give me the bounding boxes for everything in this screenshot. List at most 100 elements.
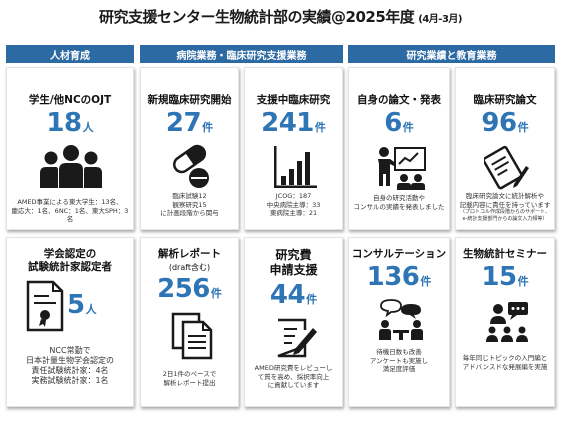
card-number: 44件	[245, 280, 342, 310]
desc-line: て質を高め、採択率向上	[257, 372, 330, 381]
desc-line: コンサルの実績を発表しました	[353, 202, 445, 211]
card-number: 15件	[456, 262, 554, 292]
page-title: 研究支援センター生物統計部の実績@2025年度 (4月-3月)	[0, 6, 561, 27]
card-desc: 待機日数も改善 アンケートも実施し 満足度評価	[351, 348, 447, 374]
card-number: 18人	[7, 108, 133, 138]
card-desc: 自身の研究活動や コンサルの実績を発表しました	[351, 194, 447, 211]
title-main: 研究支援センター生物統計部の実績@2025年度	[99, 8, 415, 26]
card-unit: 件	[202, 121, 214, 134]
card-unit: 件	[402, 121, 414, 134]
people-group-icon	[40, 145, 102, 188]
card-papers: 自身の論文・発表 6件 自身の研究活動や コンサルの実績を発表しました	[348, 67, 450, 230]
desc-line: （プロトコル作成段階からのサポート、	[460, 209, 550, 215]
header-hospital: 病院業務・臨床研究支援業務	[140, 45, 343, 63]
certificate-icon	[26, 280, 64, 332]
card-label: 支援中臨床研究	[256, 94, 331, 106]
card-value: 15	[481, 262, 517, 292]
card-value: 44	[269, 280, 306, 310]
report-docs-icon	[171, 312, 213, 360]
card-unit: 件	[306, 293, 318, 306]
card-certified: 学会認定の 試験統計家認定者 5人 NCC常勤で 日本計量生物学会認定の 責任試験統計…	[6, 237, 134, 407]
card-value: 96	[481, 108, 517, 138]
card-ojt: 学生/他NCのOJT 18人 AMED事業による東大学生：13名、 慶応大：1名、…	[6, 67, 134, 230]
label-line: (draft含む)	[168, 263, 211, 272]
card-support: 支援中臨床研究 241件 JCOG：187 中央病院主導：33 東病院主導：21	[244, 67, 343, 230]
presenter-icon	[378, 147, 426, 190]
desc-line: 東病院主導：21	[269, 209, 318, 217]
card-label: コンサルテーション	[351, 248, 447, 260]
desc-line: に貢献しています	[267, 381, 320, 389]
card-value: 27	[165, 108, 202, 138]
card-value: 136	[366, 262, 420, 292]
card-value: 241	[261, 108, 314, 138]
meeting-icon	[379, 299, 423, 340]
header-training: 人材育成	[6, 45, 134, 63]
card-seminar: 生物統計セミナー 15件 毎年同じトピックの入門編と アドバンスドな発展編を実施	[455, 237, 555, 407]
desc-line: AMED事業による東大学生：13名、	[17, 198, 123, 206]
card-unit: 件	[314, 121, 326, 134]
card-value: 18	[46, 108, 82, 138]
desc-line: 責任試験統計家：4名	[31, 366, 109, 375]
desc-line: 日本計量生物学会認定の	[26, 356, 114, 365]
seminar-icon	[486, 302, 528, 342]
desc-line: アンケートも実施し	[369, 356, 429, 365]
card-number: 256件	[141, 274, 238, 304]
card-label: 解析レポート (draft含む)	[141, 248, 238, 274]
desc-line: e-統計支援部門からの論文入力頻等）	[462, 216, 548, 222]
title-period: (4月-3月)	[418, 14, 462, 25]
card-clinical-papers: 臨床研究論文 96件 臨床研究論文に統計解析や 記載内容に責任を持っています （プロ…	[455, 67, 555, 230]
card-grant: 研究費 申請支援 44件 AMED研究費をレビューし て質を高め、採択率向上 に貢献し…	[244, 237, 343, 407]
label-line: 研究費	[275, 248, 312, 262]
card-unit: 人	[82, 121, 94, 134]
card-number: 27件	[141, 108, 238, 138]
card-desc: 毎年同じトピックの入門編と アドバンスドな発展編を実施	[458, 354, 552, 371]
card-value: 256	[157, 274, 210, 304]
desc-line: 満足度評価	[382, 365, 416, 373]
desc-line: 観察研究15	[172, 200, 207, 209]
card-number: 6件	[349, 108, 449, 138]
card-desc: NCC常勤で 日本計量生物学会認定の 責任試験統計家：4名 実務試験統計家：1名	[9, 346, 131, 386]
card-label: 臨床研究論文	[473, 94, 537, 106]
card-new-study: 新規臨床研究開始 27件 臨床試験12 観察研究15 に計画段階から関与	[140, 67, 239, 230]
desc-line: 臨床試験12	[172, 192, 207, 200]
edit-doc-icon	[277, 318, 317, 358]
card-desc: 2日1件のペースで 解析レポート提出	[143, 370, 236, 387]
label-line: 解析レポート	[158, 248, 221, 260]
desc-line: NCC常勤で	[49, 346, 91, 355]
desc-line: 自身の研究活動や	[373, 194, 425, 202]
card-label: 学生/他NCのOJT	[28, 94, 112, 106]
card-unit: 人	[85, 303, 97, 316]
card-desc: 臨床研究論文に統計解析や 記載内容に責任を持っています （プロトコル作成段階からのサ…	[458, 192, 552, 223]
card-unit: 件	[420, 275, 432, 288]
card-value: 5	[67, 290, 85, 320]
label-line: 申請支援	[269, 263, 318, 277]
document-pen-icon	[484, 145, 529, 190]
card-unit: 件	[210, 287, 222, 300]
card-number: 5人	[67, 290, 133, 320]
card-desc: 臨床試験12 観察研究15 に計画段階から関与	[143, 192, 236, 218]
desc-line: AMED研究費をレビューし	[254, 364, 333, 372]
card-number: 241件	[245, 108, 342, 138]
desc-line: 実務試験統計家：1名	[31, 376, 109, 385]
card-number: 96件	[456, 108, 554, 138]
label-line: 学会認定の	[43, 248, 97, 260]
desc-line: アドバンスドな発展編を実施	[462, 362, 548, 371]
card-value: 6	[384, 108, 402, 138]
card-report: 解析レポート (draft含む) 256件 2日1件のペースで 解析レポート提出	[140, 237, 239, 407]
pills-icon	[173, 144, 209, 188]
header-research: 研究業績と教育業務	[348, 45, 555, 63]
card-label: 学会認定の 試験統計家認定者	[7, 248, 133, 274]
card-label: 自身の論文・発表	[357, 94, 441, 106]
desc-line: 中央病院主導：33	[266, 200, 321, 209]
card-consult: コンサルテーション 136件 待機日数も改善 アンケートも実施し 満足度評価	[348, 237, 450, 407]
card-label: 新規臨床研究開始	[147, 94, 232, 106]
desc-line: 解析レポート提出	[163, 378, 216, 387]
desc-line: 記載内容に責任を持っています	[459, 200, 551, 209]
label-line: 試験統計家認定者	[28, 261, 112, 273]
card-number: 136件	[349, 262, 449, 292]
desc-line: 毎年同じトピックの入門編と	[462, 354, 548, 362]
card-desc: JCOG：187 中央病院主導：33 東病院主導：21	[247, 192, 340, 218]
card-unit: 件	[517, 275, 529, 288]
card-desc: AMED事業による東大学生：13名、 慶応大：1名、6NC：1名、東大SPH：3名	[9, 198, 131, 224]
desc-line: 臨床研究論文に統計解析や	[466, 192, 544, 200]
